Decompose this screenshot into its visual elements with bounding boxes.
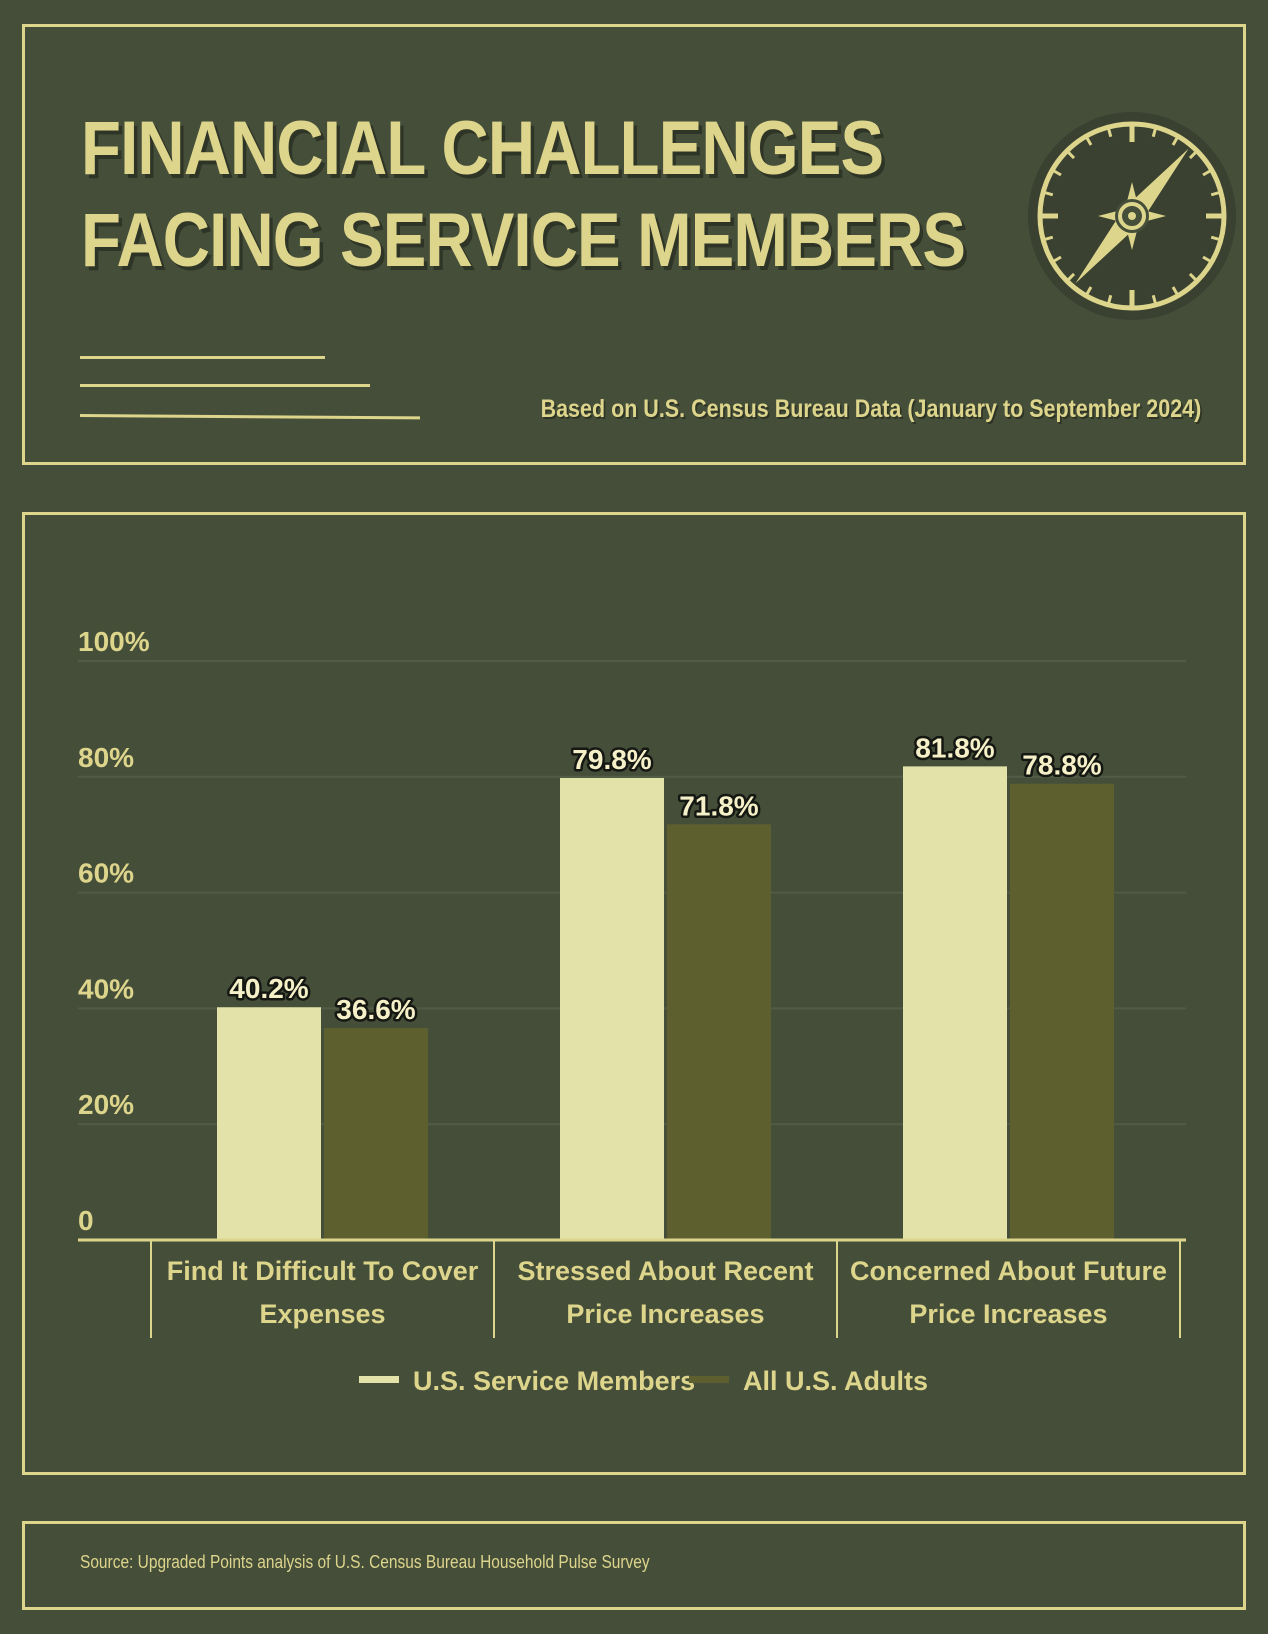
x-tick-label: Find It Difficult To Cover	[167, 1256, 479, 1286]
legend-swatch	[359, 1376, 399, 1383]
bar	[667, 824, 771, 1240]
data-label: 36.6%	[336, 994, 415, 1025]
compass-icon	[1028, 112, 1236, 320]
data-label: 71.8%	[679, 790, 758, 821]
x-tick-label: Concerned About Future	[850, 1256, 1167, 1286]
bar	[217, 1007, 321, 1240]
legend-label: U.S. Service Members	[413, 1366, 695, 1396]
source-panel: Source: Upgraded Points analysis of U.S.…	[22, 1521, 1246, 1610]
chart-panel: 0 20% 40% 60% 80% 100% 40.2% 36.6% Find It Diffi…	[22, 512, 1246, 1475]
data-label: 78.8%	[1022, 750, 1101, 781]
bar	[1010, 783, 1114, 1240]
y-tick-label: 40%	[78, 973, 134, 1004]
y-tick-label: 0	[78, 1205, 94, 1236]
bar	[324, 1028, 428, 1240]
data-label: 40.2%	[229, 973, 308, 1004]
y-tick-label: 100%	[78, 626, 150, 657]
legend-swatch	[689, 1376, 729, 1383]
bar-chart: 0 20% 40% 60% 80% 100% 40.2% 36.6% Find It Diffi…	[78, 626, 1186, 1396]
page-title-line-2: FACING SERVICE MEMBERS	[81, 198, 966, 283]
bar	[903, 766, 1007, 1240]
y-tick-label: 60%	[78, 858, 134, 889]
decorative-line	[80, 356, 325, 359]
source-note: Source: Upgraded Points analysis of U.S.…	[80, 1552, 650, 1572]
x-tick-label: Stressed About Recent	[517, 1256, 813, 1286]
x-tick-label: Price Increases	[909, 1299, 1107, 1329]
page-title-line-1: FINANCIAL CHALLENGES	[81, 106, 884, 191]
x-tick-label: Price Increases	[566, 1299, 764, 1329]
y-tick-label: 20%	[78, 1089, 134, 1120]
decorative-line	[79, 414, 421, 420]
data-label: 81.8%	[915, 732, 994, 763]
x-tick-label: Expenses	[259, 1299, 385, 1329]
bar	[560, 777, 664, 1240]
decorative-line	[80, 384, 370, 387]
data-label: 79.8%	[572, 744, 651, 775]
legend-label: All U.S. Adults	[743, 1366, 928, 1396]
header-panel: FINANCIAL CHALLENGES FACING SERVICE MEMB…	[22, 24, 1246, 465]
y-tick-label: 80%	[78, 742, 134, 773]
subtitle: Based on U.S. Census Bureau Data (Januar…	[540, 395, 1201, 423]
